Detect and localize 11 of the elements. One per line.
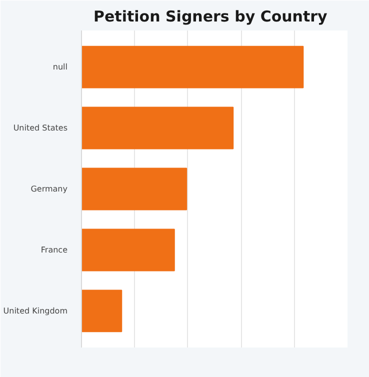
bar — [82, 228, 175, 272]
y-tick-label: France — [40, 245, 68, 254]
y-tick-label: null — [52, 62, 68, 72]
bar — [82, 106, 234, 150]
chart-title: Petition Signers by Country — [94, 8, 328, 26]
bar — [82, 46, 304, 88]
y-tick-label: United Kingdom — [3, 306, 68, 316]
bar — [82, 168, 188, 210]
bar — [82, 290, 122, 332]
y-tick-label: United States — [13, 124, 68, 133]
y-tick-label: Germany — [30, 184, 68, 194]
